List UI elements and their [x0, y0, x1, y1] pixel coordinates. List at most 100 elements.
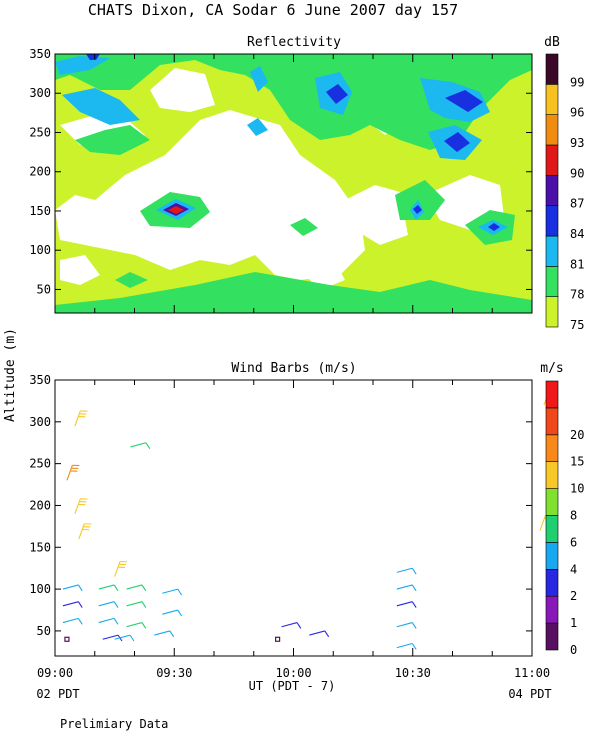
x-tick-label: 11:00 — [514, 666, 550, 680]
colorbar-swatch — [545, 595, 559, 624]
reflectivity-y-axis: 50 100 150 200 250 300 350 — [29, 47, 532, 296]
x-tick-label: 09:30 — [156, 666, 192, 680]
y-tick-label: 200 — [29, 165, 51, 179]
wind-barb — [281, 622, 302, 629]
wind-barb — [130, 442, 151, 449]
band-78-top — [55, 54, 532, 150]
colorbar-label: 1 — [570, 616, 577, 630]
x-start-label: 02 PDT — [36, 687, 79, 701]
colorbar-swatch — [545, 488, 559, 516]
y-tick-label: 350 — [29, 373, 51, 387]
x-end-label: 04 PDT — [508, 687, 551, 701]
colorbar-swatch — [545, 622, 559, 651]
colorbar-swatch — [545, 461, 559, 489]
colorbar-label: 81 — [570, 257, 584, 271]
colorbar-label: 4 — [570, 562, 577, 576]
y-tick-label: 100 — [29, 243, 51, 257]
colorbar-swatch — [545, 568, 559, 597]
core-84-right — [445, 90, 483, 112]
wind-barb — [396, 622, 417, 629]
colorbar-label: 8 — [570, 509, 577, 523]
colorbar-swatch — [545, 144, 559, 176]
core-84-right-low — [444, 132, 470, 152]
x-tick-label: 10:00 — [275, 666, 311, 680]
wind-barb — [309, 630, 330, 638]
colorbar-swatch — [545, 434, 559, 462]
wind-y-axis: 50 100 150 200 250 300 350 — [29, 373, 532, 638]
reflectivity-colorbar-unit: dB — [544, 35, 560, 50]
band-81-upper-left — [55, 56, 110, 75]
colorbar-swatch — [545, 235, 559, 267]
wind-barb — [98, 617, 119, 625]
colorbar-swatch — [545, 175, 559, 206]
y-tick-label: 300 — [29, 415, 51, 429]
wind-barb — [126, 584, 147, 592]
y-tick-label: 250 — [29, 125, 51, 139]
y-tick-label: 150 — [29, 540, 51, 554]
colorbar-swatch — [545, 266, 559, 297]
core-84-top — [86, 54, 100, 60]
wind-barb — [114, 634, 135, 642]
colorbar-swatch — [545, 84, 559, 115]
wind-barb — [396, 601, 417, 608]
wind-barb-calm — [64, 636, 70, 642]
colorbar-swatch — [545, 542, 559, 570]
figure-title: CHATS Dixon, CA Sodar 6 June 2007 day 15… — [88, 1, 458, 19]
core-84-far-right — [488, 223, 500, 231]
wind-barb-calm — [275, 636, 281, 642]
region-low-right — [345, 185, 408, 245]
y-tick-label: 300 — [29, 86, 51, 100]
core-84-right-small — [413, 205, 422, 214]
reflectivity-field — [55, 54, 532, 313]
wind-barb — [114, 560, 128, 577]
wind-barb — [396, 642, 417, 650]
colorbar-label: 93 — [570, 136, 584, 150]
colorbar-swatch — [545, 515, 559, 543]
colorbar-label: 2 — [570, 589, 577, 603]
colorbar-label: 99 — [570, 75, 584, 89]
colorbar-label: 78 — [570, 288, 584, 302]
y-tick-label: 250 — [29, 457, 51, 471]
colorbar-label: 90 — [570, 166, 584, 180]
y-tick-label: 100 — [29, 582, 51, 596]
y-tick-label: 50 — [37, 624, 51, 638]
wind-barb — [396, 567, 417, 575]
wind-barb — [62, 584, 83, 592]
band-78-right-mid — [395, 180, 445, 220]
band-81-small-b — [247, 118, 268, 136]
colorbar-label: 6 — [570, 535, 577, 549]
colorbar-label: 0 — [570, 643, 577, 657]
wind-barb — [162, 588, 183, 596]
x-axis-label: UT (PDT - 7) — [249, 679, 336, 693]
y-axis-label: Altitude (m) — [3, 328, 18, 422]
y-tick-label: 50 — [37, 282, 51, 296]
wind-barb — [66, 464, 80, 481]
y-tick-label: 150 — [29, 204, 51, 218]
wind-barb — [74, 410, 88, 427]
colorbar-label: 75 — [570, 318, 584, 332]
colorbar-label: 20 — [570, 428, 584, 442]
colorbar-swatch — [545, 53, 559, 85]
colorbar-swatch — [545, 114, 559, 146]
reflectivity-panel: Reflectivity — [29, 35, 584, 332]
wind-barb-marks — [62, 410, 417, 650]
colorbar-label: 15 — [570, 455, 584, 469]
band-78-mid-small — [290, 218, 318, 236]
wind-barb — [78, 523, 92, 540]
reflectivity-x-axis — [54, 54, 533, 313]
wind-x-axis: 09:00 09:30 10:00 10:30 11:00 — [37, 380, 550, 680]
band-81-left-top — [62, 88, 140, 125]
region-low-upper — [150, 68, 215, 112]
y-tick-label: 350 — [29, 47, 51, 61]
colorbar-swatch — [545, 380, 559, 409]
reflectivity-title: Reflectivity — [247, 35, 341, 50]
band-78-lower — [55, 272, 532, 313]
colorbar-label: 87 — [570, 197, 584, 211]
wind-barb — [62, 601, 83, 608]
wind-barb — [396, 584, 417, 592]
region-low-central — [55, 110, 365, 280]
band-78-upper-left — [75, 125, 150, 155]
colorbar-swatch — [545, 296, 559, 328]
